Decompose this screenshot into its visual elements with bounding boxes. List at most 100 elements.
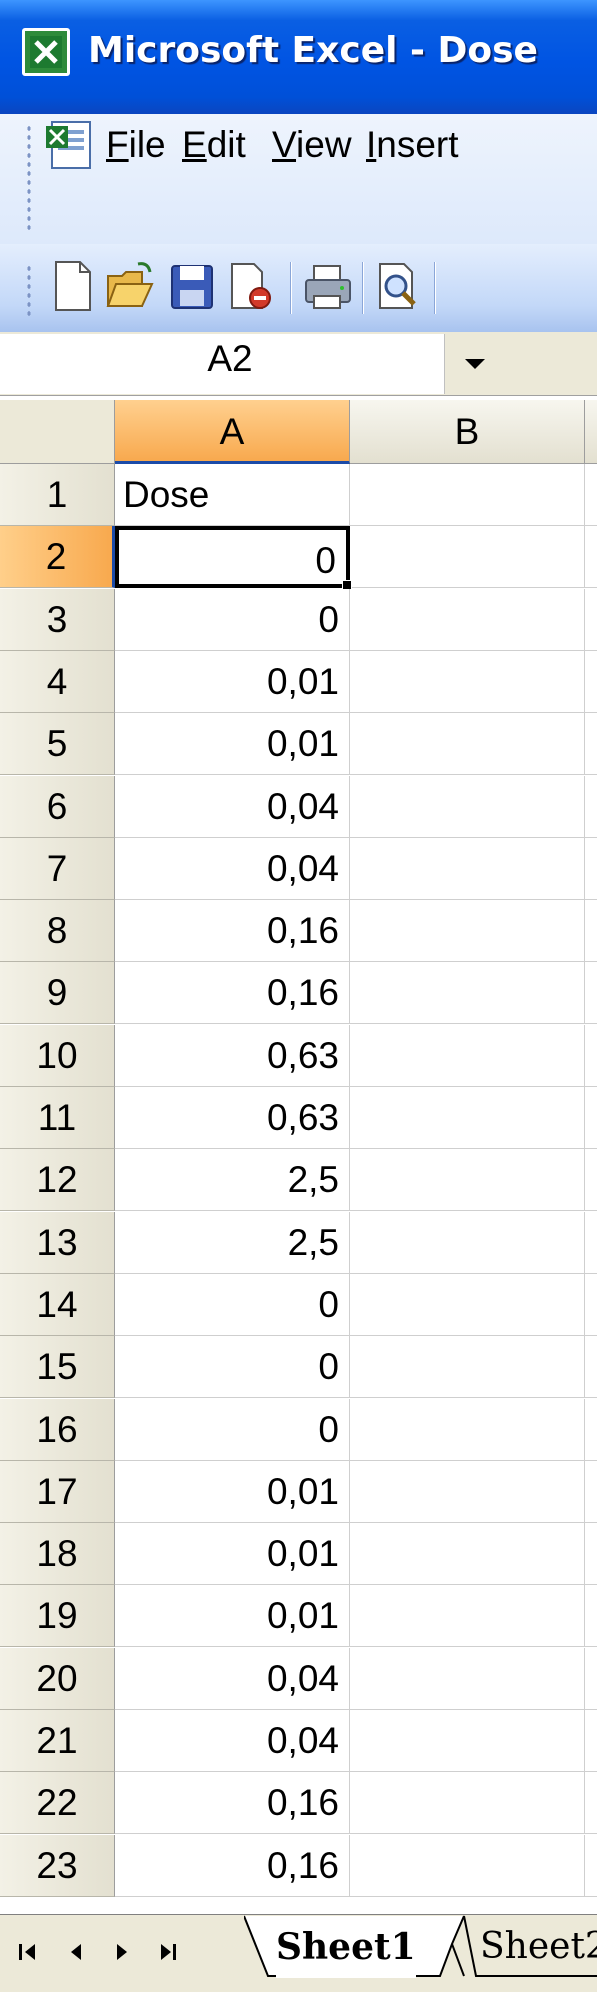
cell-c1[interactable] xyxy=(585,464,597,526)
cell-a8[interactable]: 0,16 xyxy=(115,900,350,962)
cell-c15[interactable] xyxy=(585,1336,597,1398)
cell-b3[interactable] xyxy=(350,589,585,651)
cell-c21[interactable] xyxy=(585,1710,597,1772)
cell-b18[interactable] xyxy=(350,1523,585,1585)
cell-c2[interactable] xyxy=(585,526,597,588)
cell-a17[interactable]: 0,01 xyxy=(115,1461,350,1523)
row-header-5[interactable]: 5 xyxy=(0,713,115,775)
row-header-17[interactable]: 17 xyxy=(0,1461,115,1523)
cell-b1[interactable] xyxy=(350,464,585,526)
cell-b19[interactable] xyxy=(350,1585,585,1647)
cell-a14[interactable]: 0 xyxy=(115,1274,350,1336)
cell-a5[interactable]: 0,01 xyxy=(115,713,350,775)
cell-a18[interactable]: 0,01 xyxy=(115,1523,350,1585)
cell-a3[interactable]: 0 xyxy=(115,589,350,651)
first-sheet-icon[interactable] xyxy=(10,1932,46,1972)
sheet-tab-sheet1[interactable]: Sheet1 xyxy=(276,1916,416,1978)
cell-c9[interactable] xyxy=(585,962,597,1024)
cell-a12[interactable]: 2,5 xyxy=(115,1149,350,1211)
save-icon[interactable] xyxy=(168,258,216,314)
cell-c14[interactable] xyxy=(585,1274,597,1336)
cell-a16[interactable]: 0 xyxy=(115,1399,350,1461)
column-header-a[interactable]: A xyxy=(115,400,350,464)
row-header-16[interactable]: 16 xyxy=(0,1399,115,1461)
cell-c13[interactable] xyxy=(585,1212,597,1274)
name-box[interactable] xyxy=(0,334,445,394)
cell-a4[interactable]: 0,01 xyxy=(115,651,350,713)
row-header-9[interactable]: 9 xyxy=(0,962,115,1024)
cell-b7[interactable] xyxy=(350,838,585,900)
cell-c8[interactable] xyxy=(585,900,597,962)
print-icon[interactable] xyxy=(302,258,351,314)
menu-file[interactable]: File xyxy=(106,124,166,166)
row-header-10[interactable]: 10 xyxy=(0,1025,115,1087)
row-header-15[interactable]: 15 xyxy=(0,1336,115,1398)
row-header-4[interactable]: 4 xyxy=(0,651,115,713)
cell-a23[interactable]: 0,16 xyxy=(115,1835,350,1897)
open-icon[interactable] xyxy=(104,258,154,314)
cell-a7[interactable]: 0,04 xyxy=(115,838,350,900)
row-header-1[interactable]: 1 xyxy=(0,464,115,526)
cell-c11[interactable] xyxy=(585,1087,597,1149)
next-sheet-icon[interactable] xyxy=(104,1932,140,1972)
row-header-2[interactable]: 2 xyxy=(0,526,115,588)
cell-a10[interactable]: 0,63 xyxy=(115,1025,350,1087)
menu-grip-handle[interactable] xyxy=(26,124,32,234)
cell-c23[interactable] xyxy=(585,1835,597,1897)
cell-c6[interactable] xyxy=(585,776,597,838)
menu-edit[interactable]: Edit xyxy=(182,124,246,166)
cell-b10[interactable] xyxy=(350,1025,585,1087)
cell-b6[interactable] xyxy=(350,776,585,838)
name-box-dropdown[interactable] xyxy=(445,334,505,394)
cell-a20[interactable]: 0,04 xyxy=(115,1648,350,1710)
cell-a19[interactable]: 0,01 xyxy=(115,1585,350,1647)
row-header-11[interactable]: 11 xyxy=(0,1087,115,1149)
column-header-b[interactable]: B xyxy=(350,400,585,464)
cell-a9[interactable]: 0,16 xyxy=(115,962,350,1024)
cell-c19[interactable] xyxy=(585,1585,597,1647)
row-header-19[interactable]: 19 xyxy=(0,1585,115,1647)
cell-c5[interactable] xyxy=(585,713,597,775)
cell-c18[interactable] xyxy=(585,1523,597,1585)
cell-c12[interactable] xyxy=(585,1149,597,1211)
cell-c20[interactable] xyxy=(585,1648,597,1710)
cell-a6[interactable]: 0,04 xyxy=(115,776,350,838)
cell-c22[interactable] xyxy=(585,1772,597,1834)
workbook-document-icon[interactable] xyxy=(44,118,108,174)
row-header-6[interactable]: 6 xyxy=(0,776,115,838)
last-sheet-icon[interactable] xyxy=(150,1932,186,1972)
cell-c7[interactable] xyxy=(585,838,597,900)
cell-b22[interactable] xyxy=(350,1772,585,1834)
permission-icon[interactable] xyxy=(226,258,274,314)
row-header-21[interactable]: 21 xyxy=(0,1710,115,1772)
cell-a1[interactable]: Dose xyxy=(115,464,350,526)
cell-b13[interactable] xyxy=(350,1212,585,1274)
cell-c16[interactable] xyxy=(585,1399,597,1461)
cell-a15[interactable]: 0 xyxy=(115,1336,350,1398)
row-header-14[interactable]: 14 xyxy=(0,1274,115,1336)
menu-view[interactable]: View xyxy=(272,124,352,166)
cell-a21[interactable]: 0,04 xyxy=(115,1710,350,1772)
row-header-13[interactable]: 13 xyxy=(0,1212,115,1274)
toolbar-grip-handle[interactable] xyxy=(26,264,32,316)
cell-b16[interactable] xyxy=(350,1399,585,1461)
fill-handle[interactable] xyxy=(342,580,352,590)
cell-a11[interactable]: 0,63 xyxy=(115,1087,350,1149)
cell-c10[interactable] xyxy=(585,1025,597,1087)
excel-icon[interactable] xyxy=(22,28,70,76)
print-preview-icon[interactable] xyxy=(372,258,420,314)
cell-b12[interactable] xyxy=(350,1149,585,1211)
new-icon[interactable] xyxy=(48,258,96,314)
cell-b20[interactable] xyxy=(350,1648,585,1710)
row-header-7[interactable]: 7 xyxy=(0,838,115,900)
cell-b14[interactable] xyxy=(350,1274,585,1336)
cell-c17[interactable] xyxy=(585,1461,597,1523)
cell-a13[interactable]: 2,5 xyxy=(115,1212,350,1274)
row-header-22[interactable]: 22 xyxy=(0,1772,115,1834)
row-header-3[interactable]: 3 xyxy=(0,589,115,651)
column-header-c[interactable] xyxy=(585,400,597,464)
row-header-8[interactable]: 8 xyxy=(0,900,115,962)
cell-b23[interactable] xyxy=(350,1835,585,1897)
row-header-12[interactable]: 12 xyxy=(0,1149,115,1211)
cell-b8[interactable] xyxy=(350,900,585,962)
